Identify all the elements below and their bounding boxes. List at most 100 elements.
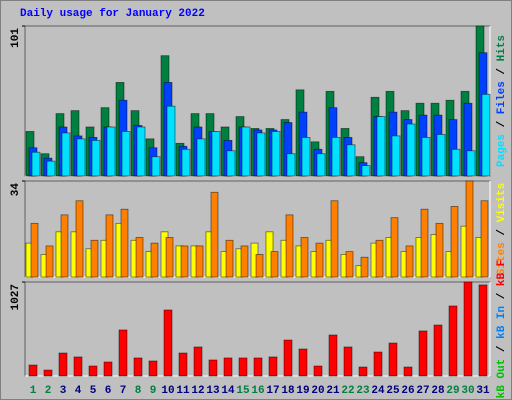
bar <box>286 153 296 177</box>
x-tick-label: 21 <box>326 385 340 397</box>
bar <box>255 254 264 278</box>
bar <box>240 245 249 278</box>
x-tick-label: 25 <box>386 385 400 397</box>
bar <box>253 357 263 377</box>
x-tick-label: 8 <box>135 385 142 397</box>
x-tick-label: 17 <box>266 385 279 397</box>
legend-entry: Sites <box>496 242 508 275</box>
bar <box>330 200 339 278</box>
bar <box>135 237 144 278</box>
bar <box>103 361 113 377</box>
legend-separator: / <box>496 339 508 359</box>
bar <box>421 136 431 177</box>
bar <box>375 239 384 278</box>
bar <box>271 131 281 177</box>
x-tick-label: 29 <box>446 385 459 397</box>
bar <box>58 352 68 377</box>
x-tick-label: 18 <box>281 385 295 397</box>
bar <box>31 151 41 177</box>
bar <box>193 346 203 377</box>
bar <box>60 214 69 278</box>
bar <box>46 160 56 177</box>
x-tick-label: 14 <box>221 385 235 397</box>
bar <box>148 360 158 377</box>
legend-separator: / <box>496 222 508 242</box>
bar <box>136 126 146 177</box>
bar <box>331 136 341 177</box>
bar <box>433 324 443 377</box>
legend-separator: / <box>496 61 508 81</box>
bar <box>238 357 248 377</box>
bar <box>373 351 383 377</box>
x-tick-label: 31 <box>476 385 490 397</box>
x-tick-label: 28 <box>431 385 445 397</box>
bar <box>256 132 266 177</box>
bar <box>163 309 173 377</box>
bar <box>285 214 294 278</box>
x-tick-label: 24 <box>371 385 385 397</box>
bar <box>223 357 233 377</box>
x-tick-label: 6 <box>105 385 112 397</box>
bar <box>388 342 398 377</box>
x-tick-label: 16 <box>251 385 264 397</box>
bar <box>120 208 129 278</box>
x-tick-label: 26 <box>401 385 414 397</box>
bar <box>121 131 131 177</box>
bar <box>346 144 356 177</box>
bar <box>166 105 176 177</box>
legend: Sites / Visits <box>496 183 508 275</box>
legend-entry: Hits <box>496 35 508 61</box>
bar <box>195 245 204 278</box>
bar <box>196 138 206 177</box>
bar <box>298 348 308 377</box>
x-tick-label: 23 <box>356 385 370 397</box>
bar <box>418 330 428 377</box>
bar <box>268 356 278 377</box>
bar <box>178 352 188 377</box>
bar <box>405 245 414 278</box>
legend-entry: kB F <box>496 260 508 286</box>
bar <box>118 329 128 377</box>
bar <box>150 242 159 278</box>
bar <box>90 239 99 278</box>
legend-entry: kB Out <box>496 359 508 399</box>
x-tick-label: 27 <box>416 385 429 397</box>
bar <box>270 251 279 278</box>
x-tick-label: 19 <box>296 385 309 397</box>
x-tick-label: 5 <box>90 385 97 397</box>
bar <box>343 346 353 377</box>
bar <box>448 305 458 377</box>
bar <box>328 334 338 377</box>
bar <box>361 165 371 177</box>
bar <box>465 180 474 278</box>
bar <box>358 366 368 377</box>
x-tick-label: 30 <box>461 385 474 397</box>
chart-title: Daily usage for January 2022 <box>20 8 205 20</box>
bar <box>208 359 218 377</box>
bar <box>315 242 324 278</box>
x-tick-label: 3 <box>60 385 67 397</box>
bar <box>165 237 174 278</box>
x-tick-label: 7 <box>120 385 127 397</box>
legend: Pages / Files / Hits <box>496 35 508 167</box>
x-tick-label: 2 <box>45 385 52 397</box>
bar <box>313 365 323 377</box>
x-tick-label: 11 <box>176 385 190 397</box>
bar <box>360 256 369 278</box>
bar <box>420 208 429 278</box>
bar <box>345 251 354 278</box>
legend-entry: Pages <box>496 134 508 167</box>
x-tick-label: 10 <box>161 385 174 397</box>
x-tick-label: 22 <box>341 385 354 397</box>
bar <box>28 364 38 377</box>
bar <box>181 148 191 177</box>
legend-separator: / <box>496 114 508 134</box>
bar <box>226 150 236 177</box>
y-tick-label: 34 <box>10 183 22 197</box>
bar <box>480 200 489 278</box>
bar <box>180 245 189 278</box>
bar <box>376 116 386 177</box>
bar <box>435 222 444 278</box>
